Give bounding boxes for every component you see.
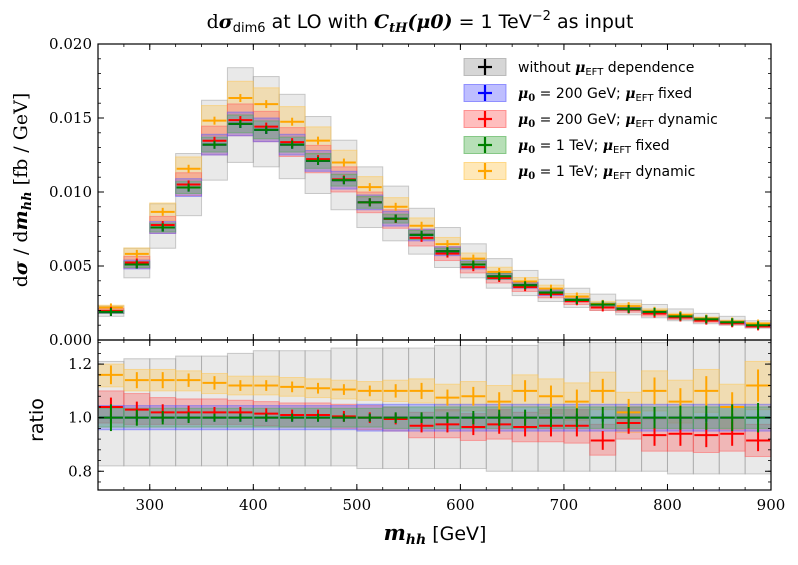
x-tick-label-1: 400 bbox=[239, 496, 268, 514]
main-ytick-label-3: 0.015 bbox=[49, 109, 92, 127]
main-ytick-label-0: 0.000 bbox=[49, 331, 92, 349]
main-ytick-label-1: 0.005 bbox=[49, 257, 92, 275]
ratio-ytick-label-0: 0.8 bbox=[68, 462, 92, 480]
ratio-ytick-label-1: 1.0 bbox=[68, 409, 92, 427]
x-tick-label-6: 900 bbox=[757, 496, 786, 514]
legend: without μEFT dependence μ0 = 200 GeV; μEF… bbox=[463, 58, 718, 182]
ratio-plot-area bbox=[98, 340, 771, 475]
chart-title: dσdim6 at LO with CtH(μ0) = 1 TeV−2 as i… bbox=[207, 9, 634, 36]
main-ytick-label-4: 0.020 bbox=[49, 35, 92, 53]
main-band-grey-bin-11 bbox=[382, 185, 410, 242]
x-tick-label-3: 600 bbox=[446, 496, 475, 514]
legend-label-1: μ0 = 200 GeV; μEFT fixed bbox=[518, 86, 692, 104]
ratio-ytick-label-2: 1.2 bbox=[68, 355, 92, 373]
ratio-panel: 0.8 1.0 1.2 300 400 500 600 700 800 900 bbox=[68, 339, 786, 514]
x-tick-label-2: 500 bbox=[343, 496, 372, 514]
legend-label-0: without μEFT dependence bbox=[518, 60, 694, 78]
legend-label-3: μ0 = 1 TeV; μEFT fixed bbox=[518, 138, 670, 156]
main-panel: 0.000 0.005 0.010 0.015 0.020 bbox=[49, 35, 772, 349]
ratio-band-grey-bin-12 bbox=[408, 347, 436, 470]
x-tick-label-4: 700 bbox=[550, 496, 579, 514]
ratio-band-grey-bin-16 bbox=[511, 344, 539, 472]
ratio-y-axis-label: ratio bbox=[26, 398, 48, 442]
x-axis-label: mhh [GeV] bbox=[384, 520, 487, 548]
main-y-axis-label: dσ / dmhh [fb / GeV] bbox=[10, 93, 35, 288]
legend-label-2: μ0 = 200 GeV; μEFT dynamic bbox=[518, 112, 718, 130]
main-plot-area bbox=[98, 67, 771, 331]
x-tick-label-0: 300 bbox=[135, 496, 164, 514]
legend-label-4: μ0 = 1 TeV; μEFT dynamic bbox=[518, 164, 695, 182]
main-ytick-label-2: 0.010 bbox=[49, 183, 92, 201]
ratio-band-grey-bin-9 bbox=[330, 347, 358, 467]
x-tick-label-5: 800 bbox=[653, 496, 682, 514]
